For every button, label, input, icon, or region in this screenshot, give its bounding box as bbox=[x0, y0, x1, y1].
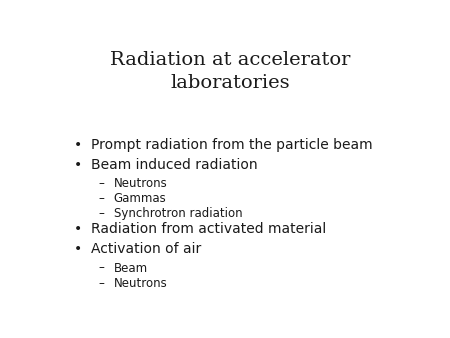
Text: Radiation from activated material: Radiation from activated material bbox=[91, 222, 326, 237]
Text: Beam induced radiation: Beam induced radiation bbox=[91, 158, 258, 172]
Text: •: • bbox=[74, 222, 82, 237]
Text: Gammas: Gammas bbox=[114, 192, 166, 205]
Text: •: • bbox=[74, 138, 82, 152]
Text: Radiation at accelerator
laboratories: Radiation at accelerator laboratories bbox=[110, 51, 351, 92]
Text: –: – bbox=[98, 192, 104, 205]
Text: –: – bbox=[98, 276, 104, 290]
Text: –: – bbox=[98, 177, 104, 190]
Text: Neutrons: Neutrons bbox=[114, 177, 167, 190]
Text: Neutrons: Neutrons bbox=[114, 276, 167, 290]
Text: Activation of air: Activation of air bbox=[91, 242, 202, 256]
Text: –: – bbox=[98, 262, 104, 274]
Text: –: – bbox=[98, 208, 104, 220]
Text: Prompt radiation from the particle beam: Prompt radiation from the particle beam bbox=[91, 138, 373, 152]
Text: Beam: Beam bbox=[114, 262, 148, 274]
Text: •: • bbox=[74, 158, 82, 172]
Text: Synchrotron radiation: Synchrotron radiation bbox=[114, 208, 243, 220]
Text: •: • bbox=[74, 242, 82, 256]
